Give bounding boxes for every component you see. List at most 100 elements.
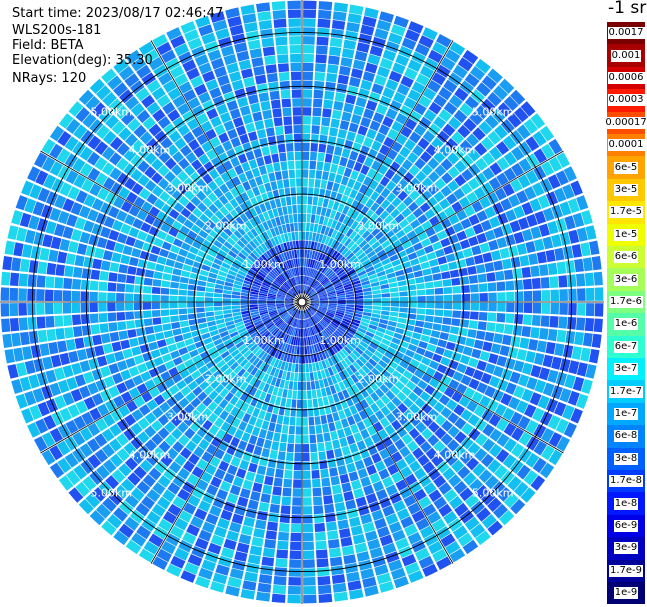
ray-bin <box>315 285 323 292</box>
ray-bin <box>274 171 283 181</box>
ray-bin <box>127 472 141 486</box>
ray-bin <box>476 360 487 372</box>
ray-bin <box>288 290 296 297</box>
ray-bin <box>407 343 418 352</box>
ray-bin <box>484 206 496 219</box>
ray-bin <box>321 350 327 360</box>
ray-bin <box>471 391 484 404</box>
ray-bin <box>281 496 291 506</box>
ray-bin <box>268 81 279 92</box>
ray-bin <box>445 453 458 466</box>
ray-bin <box>303 559 315 568</box>
ray-bin <box>214 310 223 316</box>
ray-bin <box>379 318 389 325</box>
ray-bin <box>296 346 300 355</box>
colorbar-label: 1.7e-5 <box>608 206 644 219</box>
ray-bin <box>273 236 280 246</box>
ring-label: 5.00km <box>91 487 133 500</box>
ray-bin <box>258 223 266 233</box>
ray-bin <box>302 390 307 400</box>
ray-bin <box>320 253 326 263</box>
ray-bin <box>271 283 280 289</box>
ray-bin <box>336 309 345 314</box>
ray-bin <box>458 267 468 277</box>
ray-bin <box>277 225 284 235</box>
ray-bin <box>111 469 126 483</box>
ray-bin <box>254 369 262 379</box>
ray-bin <box>252 249 261 258</box>
ray-bin <box>310 241 315 250</box>
colorbar-entry: 1.7e-7 <box>607 380 645 403</box>
ray-bin <box>342 389 350 399</box>
ray-bin <box>341 445 351 456</box>
ray-bin <box>232 308 241 313</box>
ray-bin <box>118 463 132 477</box>
ray-bin <box>209 505 222 517</box>
ray-bin <box>280 332 286 341</box>
ray-bin <box>315 343 321 352</box>
ray-bin <box>440 158 453 171</box>
ray-bin <box>345 94 357 105</box>
ray-bin <box>517 374 530 387</box>
ray-bin <box>287 594 301 604</box>
ray-bin <box>323 495 334 505</box>
ray-bin <box>496 433 510 447</box>
ray-bin <box>178 158 190 170</box>
ray-bin <box>264 333 273 341</box>
ray-bin <box>276 299 285 301</box>
ray-bin <box>27 288 36 301</box>
ray-bin <box>340 275 349 282</box>
ray-bin <box>90 324 101 335</box>
ray-bin <box>225 254 235 262</box>
ray-bin <box>318 252 324 262</box>
ray-bin <box>125 49 142 65</box>
ray-bin <box>213 199 224 210</box>
ray-bin <box>466 457 480 471</box>
ray-bin <box>326 287 335 293</box>
ray-bin <box>431 389 443 401</box>
ray-bin <box>373 334 383 342</box>
ray-bin <box>13 242 24 257</box>
ray-bin <box>177 488 191 501</box>
ray-bin <box>373 262 383 270</box>
ray-bin <box>178 434 190 446</box>
ray-bin <box>252 111 263 122</box>
ray-bin <box>156 256 167 265</box>
ray-bin <box>331 109 342 120</box>
ray-bin <box>460 374 472 386</box>
ray-bin <box>92 487 107 502</box>
ray-bin <box>312 232 317 242</box>
ray-bin <box>497 487 512 502</box>
ray-bin <box>303 328 306 337</box>
ray-bin <box>303 276 306 285</box>
ray-bin <box>119 89 134 104</box>
ray-bin <box>320 126 329 136</box>
ray-bin <box>386 249 397 258</box>
ray-bin <box>306 276 310 286</box>
ray-bin <box>284 469 293 479</box>
ray-bin <box>484 114 499 129</box>
ray-bin <box>137 417 150 430</box>
ray-bin <box>277 244 283 254</box>
ray-bin <box>235 378 245 388</box>
ray-bin <box>415 421 427 434</box>
ray-bin <box>198 91 211 104</box>
ray-bin <box>148 253 159 263</box>
ray-bin <box>148 123 162 137</box>
ray-bin <box>328 294 337 298</box>
ray-bin <box>94 247 105 259</box>
ray-bin <box>346 268 356 276</box>
colorbar-entry: 1e-9 <box>607 582 645 605</box>
ray-bin <box>346 376 355 386</box>
ray-bin <box>457 532 473 547</box>
ray-bin <box>252 333 261 341</box>
ray-bin <box>161 241 172 251</box>
ray-bin <box>306 372 310 382</box>
ray-bin <box>222 306 232 310</box>
ray-bin <box>233 230 243 239</box>
ray-bin <box>451 318 461 327</box>
ray-bin <box>380 394 391 405</box>
ray-bin <box>240 213 249 223</box>
ray-bin <box>414 158 426 170</box>
ray-bin <box>345 294 355 298</box>
